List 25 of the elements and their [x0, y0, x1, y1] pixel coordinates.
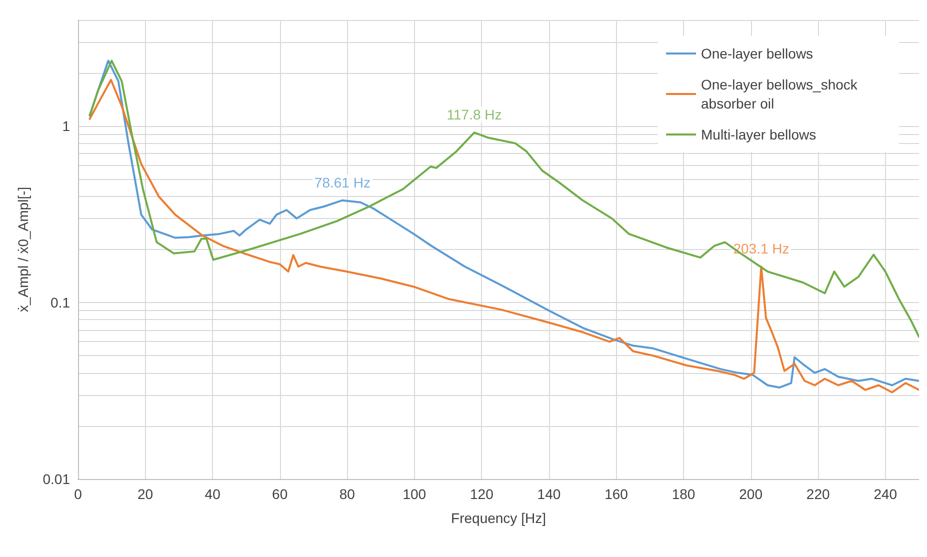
- x-tick-label: 240: [874, 486, 898, 502]
- annotation: 117.8 Hz: [446, 106, 502, 123]
- x-tick-label: 20: [137, 486, 154, 502]
- legend-label: One-layer bellows: [701, 46, 814, 62]
- y-tick-label: 0.01: [42, 471, 70, 487]
- x-axis-title: Frequency [Hz]: [451, 510, 546, 526]
- x-tick-label: 200: [739, 486, 763, 502]
- legend-label: Multi-layer bellows: [701, 126, 816, 142]
- legend-label: One-layer bellows_shock absorber oil: [701, 76, 862, 112]
- y-tick-label: 1: [62, 118, 70, 134]
- y-axis-title: ẋ_Ampl / ẋ0_Ampl[-]: [15, 186, 31, 312]
- annotation: 78.61 Hz: [314, 174, 370, 190]
- x-tick-label: 160: [604, 486, 628, 502]
- x-tick-label: 40: [204, 486, 221, 502]
- line-series: [88, 60, 919, 338]
- x-tick-label: 180: [672, 486, 696, 502]
- x-tick-label: 80: [339, 486, 356, 502]
- x-tick-label: 120: [470, 486, 494, 502]
- x-tick-label: 220: [806, 486, 830, 502]
- x-tick-label: 100: [402, 486, 426, 502]
- y-tick-label: 0.1: [50, 294, 70, 311]
- x-tick-label: 140: [537, 486, 561, 502]
- x-tick-label: 0: [74, 486, 82, 502]
- x-tick-label: 60: [272, 486, 288, 502]
- annotation: 203.1 Hz: [733, 240, 790, 257]
